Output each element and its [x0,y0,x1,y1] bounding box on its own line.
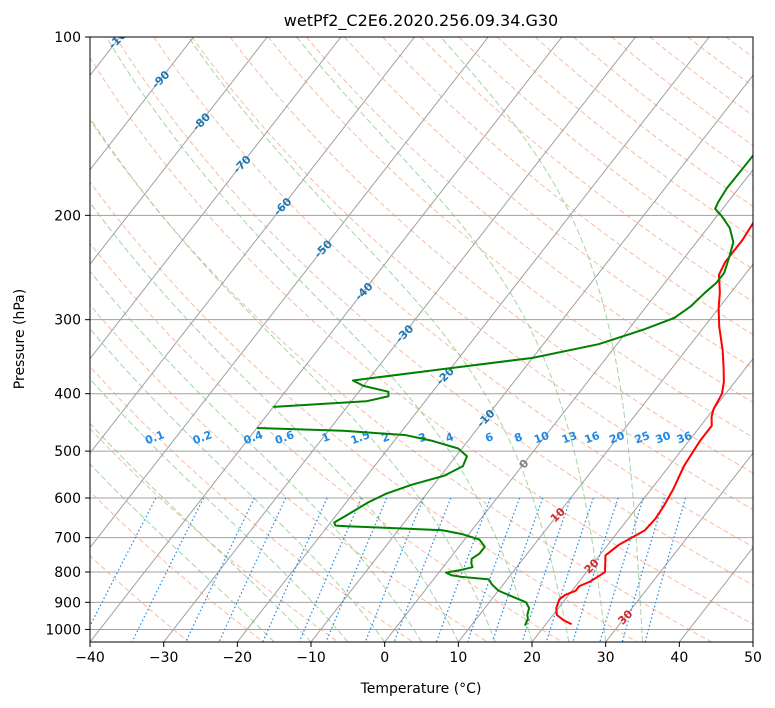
isotherm-line [90,37,415,454]
y-tick-label: 200 [54,208,81,224]
dry-adiabat [267,37,753,438]
y-tick-label: 100 [54,30,81,46]
temperature-profile [555,183,753,626]
x-tick-label: −30 [149,650,179,666]
dry-adiabat [496,37,753,239]
mixing-ratio-line [435,497,492,642]
mixing-ratio-label: 0.1 [143,428,166,447]
dry-adiabat [90,427,339,642]
plot-frame [89,36,754,643]
mixing-ratio-label: 0.6 [273,428,296,447]
dry-adiabat [90,119,712,642]
mixing-ratio-label: 25 [633,429,652,446]
y-tick-label: 800 [54,565,81,581]
chart-title: wetPf2_C2E6.2020.256.09.34.G30 [284,11,558,31]
isotherm-line [384,168,753,642]
dry-adiabat [90,181,638,642]
dry-adiabat [90,242,563,642]
y-axis-label: Pressure (hPa) [12,289,28,389]
dry-adiabat [90,303,488,642]
y-tick-label: 500 [54,444,81,460]
mixing-ratio-line [393,497,452,642]
x-axis-label: Temperature (°C) [360,681,482,697]
mixing-ratio-label: 6 [483,430,495,445]
moist-adiabat [90,378,349,642]
x-tick-label: −10 [296,650,326,666]
dry-adiabat [305,37,753,404]
x-tick-label: 40 [670,650,688,666]
moist-adiabat [90,270,422,642]
mixing-ratio-label: 0.2 [191,428,214,447]
isotherm-line [457,263,753,642]
isotherm-line [163,37,636,642]
moist-adiabat [296,37,607,642]
mixing-ratio-label: 20 [607,429,626,447]
mixing-ratio-label: 2 [380,430,392,445]
x-tick-label: 10 [449,650,467,666]
mixing-ratio-line [90,497,157,628]
x-tick-label: 30 [597,650,615,666]
mixing-ratio-line [466,497,521,642]
x-tick-label: −20 [223,650,253,666]
isotherm-line [90,37,268,266]
dry-adiabat [573,37,753,177]
moist-adiabat [105,37,533,642]
mixing-ratio-line [491,497,544,642]
mixing-ratio-label: 10 [532,429,551,447]
isotherm-line [236,37,710,642]
moist-adiabat [188,37,570,642]
mixing-ratio-line [545,497,594,642]
mixing-ratio-label: 8 [513,430,525,445]
dry-adiabat [90,365,414,642]
moist-adiabat [440,37,643,642]
moist-adiabat [90,201,459,642]
mixing-ratio-label: 30 [654,429,673,447]
isotherm-line [90,37,489,549]
mixing-ratio-label: 1 [320,430,332,445]
dry-adiabat [115,37,753,586]
isotherm-line [310,74,753,642]
mixing-ratio-label: 16 [583,429,602,447]
y-tick-label: 600 [54,491,81,507]
dry-adiabat [90,490,264,642]
x-tick-label: −40 [75,650,105,666]
dry-adiabat [153,37,753,548]
dry-adiabat [420,37,753,303]
dewpoint-profile [273,153,753,408]
isotherm-line [90,37,563,642]
x-tick-label: 20 [523,650,541,666]
dry-adiabat [191,37,753,511]
mixing-ratio-label: 36 [675,429,694,447]
isotherm-line [605,452,753,642]
y-tick-label: 1000 [45,622,81,638]
y-tick-label: 300 [54,313,81,329]
mixing-ratio-label: 13 [560,429,579,446]
y-tick-label: 700 [54,531,81,547]
mixing-ratio-line [298,497,363,642]
moist-adiabat [90,328,386,642]
dewpoint-profile [256,426,531,626]
y-tick-label: 400 [54,387,81,403]
x-tick-label: 0 [380,650,389,666]
x-tick-label: 50 [744,650,762,666]
mixing-ratio-label: 0.4 [242,428,265,447]
mixing-ratio-line [644,497,687,642]
isotherm-line [531,357,753,642]
mixing-ratio-label: 4 [444,430,456,445]
dry-adiabat [90,56,753,625]
dry-adiabat [382,37,753,336]
isotherm-line [90,37,342,360]
dry-adiabat [344,37,753,369]
mixing-ratio-line [262,497,328,642]
dry-adiabat [229,37,753,474]
moist-adiabat [90,117,496,642]
mixing-ratio-line [521,497,572,642]
y-tick-label: 900 [54,595,81,611]
isotherm-line [90,37,194,171]
